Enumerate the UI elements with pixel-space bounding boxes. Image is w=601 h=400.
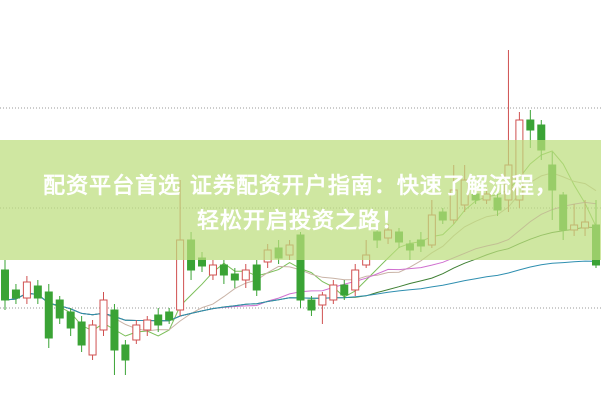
candle-up (318, 294, 327, 306)
candle-up (351, 269, 360, 291)
candle-down (526, 119, 535, 131)
candle-up (329, 284, 338, 301)
candle-up (143, 319, 152, 331)
candle-down (66, 311, 75, 329)
candle-down (121, 344, 130, 361)
candle-up (99, 299, 108, 331)
candle-down (1, 269, 9, 301)
headline-line-2: 轻松开启投资之路！ (196, 209, 404, 234)
candle-down (230, 273, 239, 281)
candle-down (340, 284, 349, 296)
candle-down (11, 289, 20, 299)
candle-down (165, 311, 174, 321)
candle-up (88, 324, 97, 356)
headline-banner: 配资平台首选 证券配资开户指南：快速了解流程， 轻松开启投资之路！ (0, 140, 601, 260)
candle-up (22, 281, 31, 299)
candle-down (252, 264, 261, 291)
candle-up (241, 269, 250, 281)
candle-down (219, 264, 228, 276)
candle-down (154, 314, 163, 326)
candle-up (132, 324, 141, 341)
candle-up (208, 264, 217, 276)
candle-down (44, 291, 53, 339)
candle-down (110, 309, 119, 351)
candle-down (55, 299, 64, 319)
candle-down (77, 321, 86, 346)
candle-down (33, 285, 42, 299)
headline-line-1: 配资平台首选 证券配资开户指南：快速了解流程， (43, 174, 558, 199)
candle-down (307, 299, 316, 311)
